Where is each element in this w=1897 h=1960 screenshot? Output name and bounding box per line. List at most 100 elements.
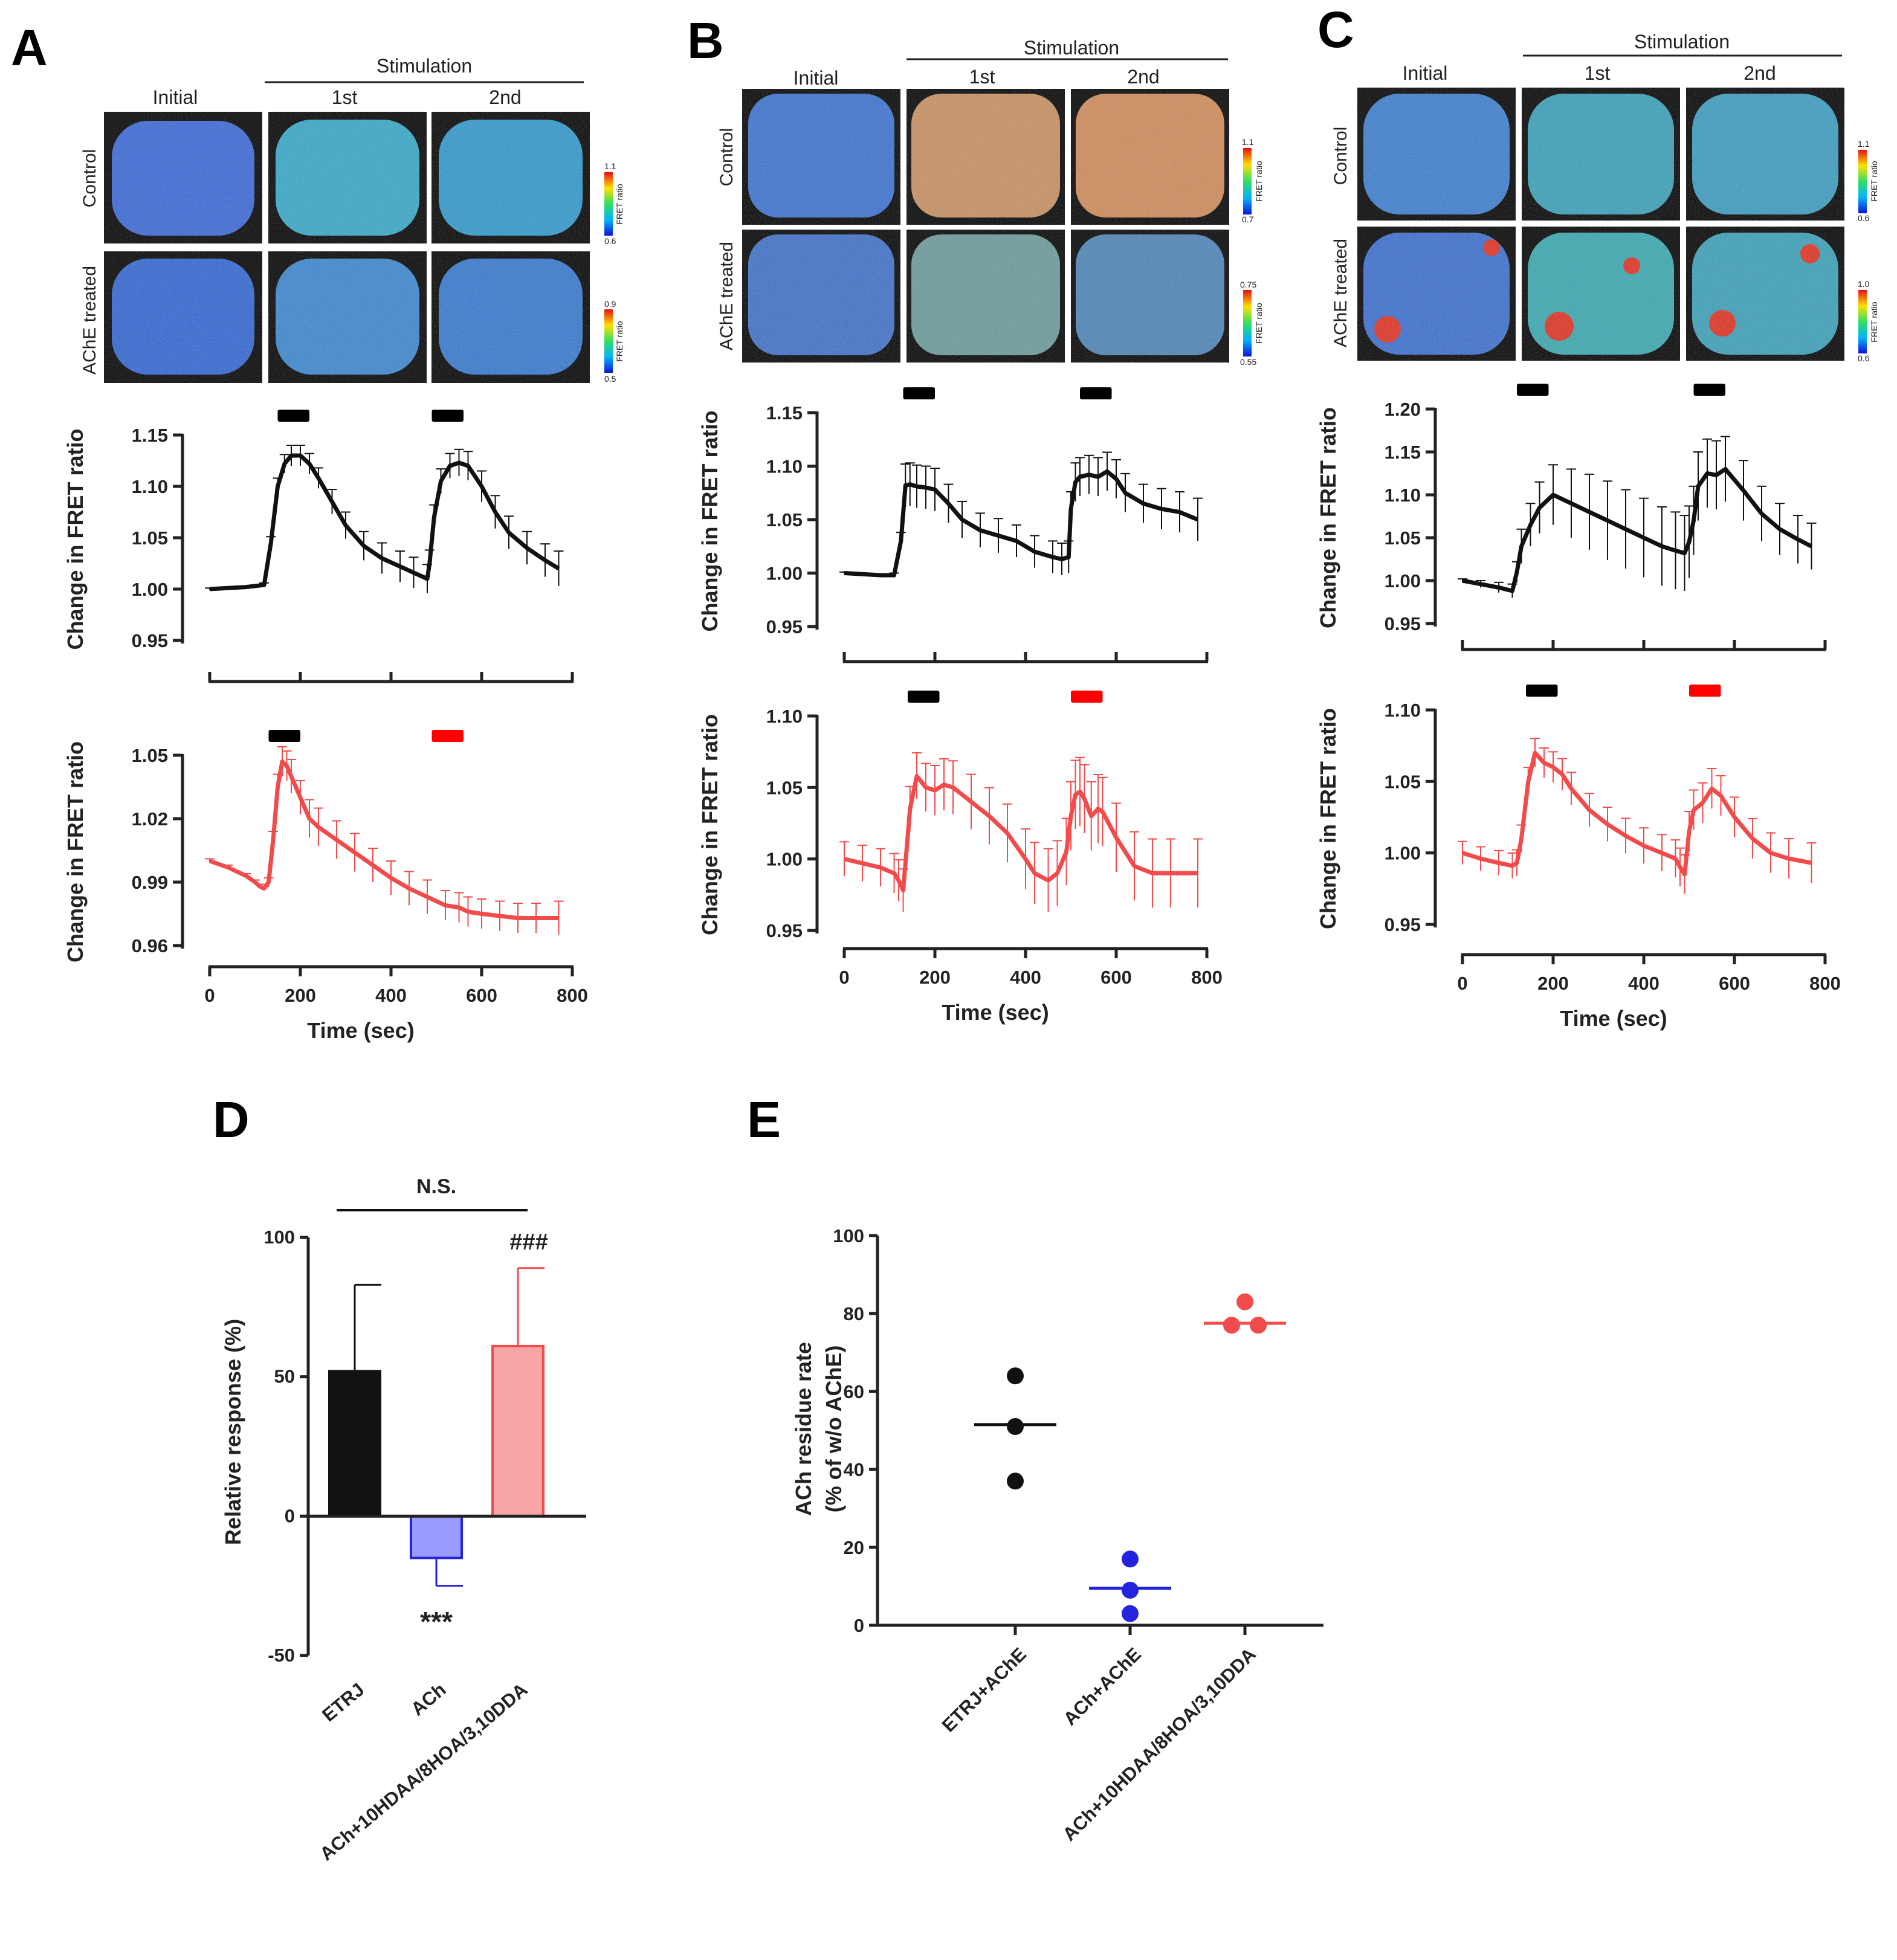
colorbar-min-control-c: 0.6 xyxy=(1858,213,1870,223)
line-chart-a-bottom: 0.96 0.99 1.02 1.05 Change in FRET ratio 0 200… xyxy=(63,730,588,1043)
colorbar-control-b xyxy=(1243,148,1252,214)
y-tick-label: 1.15 xyxy=(766,402,803,424)
y-tick-label: 1.00 xyxy=(1385,570,1421,592)
y-tick-label: 1.05 xyxy=(766,777,803,798)
y-tick-label: 1.02 xyxy=(132,808,168,830)
x-tick-label: 0 xyxy=(204,985,215,1006)
row-label-control-b: Control xyxy=(717,128,737,187)
line-chart-a-top: 0.95 1.00 1.05 1.10 1.15 Change in FRET ratio xyxy=(63,410,574,683)
colorbar-ache-b xyxy=(1243,290,1252,356)
colorbar-label-ache-a: FRET ratio xyxy=(615,321,624,362)
col-label-initial-b: Initial xyxy=(793,67,839,89)
stimulation-bar xyxy=(1693,384,1725,396)
y-tick-label: 1.05 xyxy=(1385,771,1421,792)
fret-image-ache-2nd-b xyxy=(1071,230,1229,363)
col-label-1st-b: 1st xyxy=(969,66,995,88)
x-tick-label: 800 xyxy=(557,985,588,1006)
stimulation-bar xyxy=(1071,691,1103,703)
data-point xyxy=(1007,1418,1024,1436)
y-axis-title: Relative response (%) xyxy=(221,1319,245,1545)
colorbar-min-ache-c: 0.6 xyxy=(1858,353,1870,363)
y-tick-label: 100 xyxy=(263,1227,295,1248)
colorbar-label-ache-b: FRET ratio xyxy=(1254,303,1264,344)
line-chart-b-top: 0.95 1.00 1.05 1.10 1.15 Change in FRET ratio xyxy=(697,387,1209,663)
colorbar-label-control-c: FRET ratio xyxy=(1869,161,1879,202)
stimulation-bar xyxy=(1689,685,1721,697)
x-tick-label: ETRJ xyxy=(318,1679,368,1726)
panel-label-c: C xyxy=(1317,1,1354,58)
colorbar-min-ache-a: 0.5 xyxy=(604,374,616,384)
colorbar-max-ache-b: 0.75 xyxy=(1240,280,1256,289)
data-point xyxy=(1007,1472,1024,1490)
y-tick-label: 1.00 xyxy=(766,849,803,870)
y-axis-title: Change in FRET ratio xyxy=(63,741,88,962)
y-tick-label: 0.95 xyxy=(766,616,803,637)
y-tick-label: 1.00 xyxy=(1385,843,1421,864)
mix-significance: ### xyxy=(509,1230,548,1255)
y-tick-label: 40 xyxy=(844,1459,864,1480)
y-tick-label: 1.00 xyxy=(132,579,168,600)
x-tick-label: ACh xyxy=(407,1679,450,1720)
x-tick-label: 400 xyxy=(375,985,407,1006)
y-tick-label: 1.05 xyxy=(1385,527,1421,549)
series-line xyxy=(1461,750,1812,877)
fret-image-ache-2nd-a xyxy=(431,251,590,383)
row-label-control-a: Control xyxy=(80,149,100,208)
y-axis-title: Change in FRET ratio xyxy=(1316,407,1340,628)
stimulation-bar xyxy=(1526,685,1558,697)
series-line xyxy=(844,773,1198,893)
x-tick-label: 600 xyxy=(1100,967,1132,988)
stimulation-label-b: Stimulation xyxy=(1024,37,1119,59)
colorbar-ache-c xyxy=(1858,290,1867,353)
y-tick-label: 0.95 xyxy=(132,630,168,651)
fret-image-ache-1st-a xyxy=(268,251,427,383)
stimulation-bar xyxy=(277,410,309,422)
x-tick-label: 800 xyxy=(1809,973,1841,994)
panel-label-a: A xyxy=(11,19,48,76)
colorbar-control-a xyxy=(604,172,613,236)
colorbar-ache-a xyxy=(604,309,613,373)
colorbar-max-control-c: 1.1 xyxy=(1858,139,1870,149)
stimulation-bar xyxy=(1080,387,1112,399)
x-axis-title: Time (sec) xyxy=(307,1018,414,1043)
y-tick-label: 1.10 xyxy=(766,456,803,477)
y-tick-label: 1.00 xyxy=(766,563,803,584)
stimulation-bar xyxy=(431,730,464,742)
x-tick-label: ETRJ+AChE xyxy=(938,1643,1030,1736)
fret-image-control-2nd-a xyxy=(431,112,590,243)
fret-image-control-initial-b xyxy=(742,89,900,225)
fret-image-control-2nd-b xyxy=(1071,89,1229,225)
line-chart-c-bottom: 0.95 1.00 1.05 1.10 Change in FRET ratio 0 200… xyxy=(1316,685,1841,1031)
fret-image-control-1st-b xyxy=(906,89,1065,225)
x-tick-label: 0 xyxy=(839,967,849,988)
y-tick-label: 60 xyxy=(844,1381,864,1402)
series-line xyxy=(844,469,1199,578)
stimulation-bar xyxy=(908,691,940,703)
y-tick-label: 0.95 xyxy=(1385,914,1421,935)
x-tick-label: 200 xyxy=(1537,973,1569,994)
panel-label-e: E xyxy=(747,1091,781,1148)
fret-image-ache-2nd-c xyxy=(1686,227,1844,361)
y-tick-label: 1.10 xyxy=(132,476,168,497)
colorbar-max-ache-a: 0.9 xyxy=(604,299,616,309)
data-point xyxy=(1236,1293,1253,1310)
y-tick-label: 1.15 xyxy=(132,425,168,446)
row-label-ache-c: AChE treated xyxy=(1331,239,1351,347)
col-label-1st-a: 1st xyxy=(332,86,358,108)
fret-image-ache-initial-a xyxy=(104,251,262,383)
y-tick-label: 20 xyxy=(844,1537,864,1558)
row-label-ache-b: AChE treated xyxy=(717,242,737,350)
fret-image-ache-initial-b xyxy=(742,230,900,363)
y-tick-label: 1.15 xyxy=(1385,442,1421,463)
panel-label-d: D xyxy=(213,1091,250,1148)
fret-image-ache-1st-c xyxy=(1522,227,1680,361)
data-point xyxy=(1007,1367,1024,1385)
ns-annotation: N.S. xyxy=(416,1175,456,1198)
y-axis-title: Change in FRET ratio xyxy=(1316,708,1340,929)
stimulation-label-a: Stimulation xyxy=(376,55,472,77)
series-line xyxy=(209,453,560,592)
x-tick-label: ACh+10HDAA/8HOA/3,10DDA xyxy=(1058,1643,1260,1845)
data-point xyxy=(1122,1605,1139,1622)
fret-image-control-initial-a xyxy=(104,112,262,243)
y-tick-label: 1.10 xyxy=(1385,700,1421,721)
